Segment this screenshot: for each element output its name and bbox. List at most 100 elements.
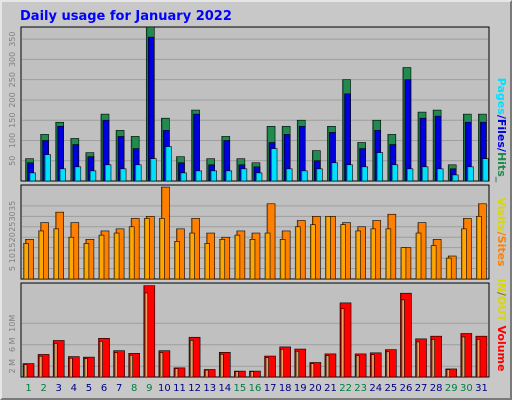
bar-pages <box>225 170 233 182</box>
bar-sites <box>98 234 105 280</box>
y-tick-label: 300 <box>8 52 17 67</box>
day-label: 13 <box>203 383 216 394</box>
bar-sites <box>325 216 331 280</box>
bar-volume <box>173 367 186 378</box>
bar-pages <box>361 166 368 182</box>
day-label: 23 <box>354 383 367 394</box>
bar-pages <box>149 158 157 182</box>
bar-volume <box>354 353 367 378</box>
bar-volume-in <box>204 369 209 378</box>
bar-volume-in <box>53 343 58 378</box>
bar-pages <box>346 164 353 182</box>
day-label: 4 <box>71 383 77 394</box>
bar-volume-in <box>461 336 466 378</box>
day-label: 11 <box>173 383 186 394</box>
day-label: 10 <box>158 383 171 394</box>
bar-sites <box>340 224 346 280</box>
legend-underscore: _ <box>495 177 508 183</box>
bar-volume-in <box>340 308 345 378</box>
day-label: 16 <box>249 383 262 394</box>
day-label: 1 <box>25 383 31 394</box>
bar-sites <box>53 228 59 280</box>
bar-volume <box>158 350 171 378</box>
bar-sites <box>159 218 165 280</box>
bar-volume-in <box>23 364 28 378</box>
y-tick-label: 6 M <box>8 337 17 352</box>
bar-volume <box>385 349 397 378</box>
bar-pages <box>285 168 293 182</box>
bar-volume-in <box>431 339 435 378</box>
day-label: 2 <box>40 383 46 394</box>
bar-volume <box>460 333 473 378</box>
bar-volume-in <box>265 357 269 378</box>
bar-volume-in <box>174 368 179 378</box>
bar-pages <box>74 166 82 182</box>
bar-volume-in <box>416 341 420 378</box>
bar-pages <box>180 172 187 182</box>
bar-volume-in <box>84 358 88 378</box>
bar-volume-in <box>68 357 73 378</box>
day-label: 6 <box>101 383 107 394</box>
bar-files <box>404 79 412 182</box>
day-label: 25 <box>385 383 398 394</box>
bar-sites <box>415 232 422 280</box>
bar-volume-in <box>250 371 254 378</box>
bar-pages <box>165 146 172 182</box>
bar-volume-in <box>189 340 194 378</box>
bar-sites <box>461 228 467 280</box>
y-tick-label: 100 <box>8 133 17 148</box>
bar-volume <box>324 353 337 378</box>
legend-volume: IN/OUT Volume <box>495 279 508 372</box>
bar-pages <box>44 154 51 182</box>
bar-volume <box>264 355 276 378</box>
bar-volume <box>143 285 156 378</box>
day-label: 30 <box>460 383 473 394</box>
bar-sites <box>370 228 377 280</box>
legend-sep: / <box>495 292 508 297</box>
day-label: 26 <box>400 383 413 394</box>
bar-volume <box>22 363 35 378</box>
bar-pages <box>134 164 142 182</box>
bar-volume <box>234 370 246 378</box>
bar-pages <box>240 168 248 182</box>
day-label: 19 <box>294 383 307 394</box>
bar-sites <box>234 234 241 280</box>
bar-pages <box>376 152 384 182</box>
y-tick-label: 30 <box>8 211 17 221</box>
bar-volume-in <box>355 355 360 378</box>
bar-pages <box>300 170 308 182</box>
day-label: 31 <box>475 383 488 394</box>
bar-sites <box>264 232 271 280</box>
bar-sites <box>430 245 437 280</box>
day-label: 7 <box>116 383 122 394</box>
bar-sites <box>310 224 316 280</box>
bar-volume <box>188 336 201 378</box>
bar-volume-in <box>280 349 284 378</box>
legend-sep: / <box>495 232 508 237</box>
bar-pages <box>59 168 66 182</box>
bar-volume <box>430 335 442 378</box>
bar-volume <box>339 302 352 378</box>
y-tick-label: 150 <box>8 113 17 128</box>
bar-sites <box>143 218 150 280</box>
bar-volume-in <box>295 351 300 378</box>
legend-hits: Hits <box>495 152 508 177</box>
bar-volume-in <box>159 352 164 378</box>
y-tick-label: 50 <box>8 156 17 166</box>
bar-sites <box>400 247 407 280</box>
y-tick-label: 5 <box>8 266 17 271</box>
legend-in: IN <box>495 279 508 292</box>
bar-volume-in <box>310 363 315 378</box>
bar-pages <box>421 166 429 182</box>
y-tick-label: 250 <box>8 72 17 87</box>
bar-sites <box>279 239 286 280</box>
bar-volume <box>249 370 261 378</box>
bar-pages <box>316 168 323 182</box>
day-label: 27 <box>415 383 428 394</box>
legend-hits-files-pages: Pages/Files/Hits_ <box>495 78 508 183</box>
bar-sites <box>294 226 301 280</box>
bar-volume <box>203 369 216 378</box>
